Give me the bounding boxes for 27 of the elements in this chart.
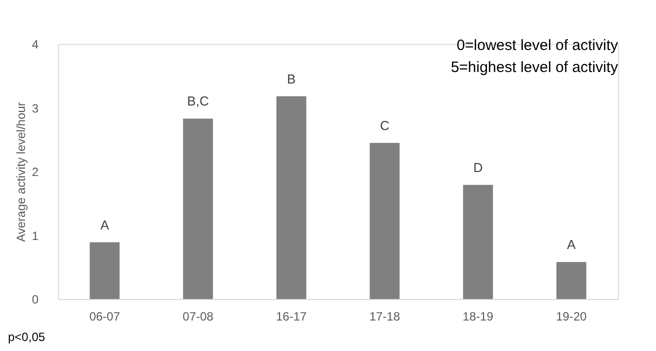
x-tick-label: 07-08 xyxy=(182,310,214,324)
annotation: C xyxy=(380,118,390,133)
y-tick-label: 0 xyxy=(32,292,39,306)
y-axis-title: Average activity level/hour xyxy=(14,102,28,242)
bar xyxy=(370,142,400,299)
x-tick-label: 19-20 xyxy=(556,310,587,324)
annotation: 5=highest level of activity xyxy=(450,59,618,76)
annotation: B,C xyxy=(187,94,209,109)
annotation: A xyxy=(566,237,576,252)
bar xyxy=(463,184,493,299)
x-tick-label: 06-07 xyxy=(89,310,120,324)
y-tick-label: 3 xyxy=(32,101,39,116)
bar xyxy=(183,118,213,299)
annotation: D xyxy=(473,160,483,175)
bar xyxy=(276,96,306,299)
bar xyxy=(556,262,586,299)
x-tick-label: 17-18 xyxy=(369,310,400,324)
y-tick-label: 2 xyxy=(32,165,39,179)
text: p<0,05 xyxy=(8,330,46,344)
annotation: B xyxy=(286,71,296,86)
x-tick-label: 16-17 xyxy=(276,310,307,324)
annotation: 0=lowest level of activity xyxy=(456,37,618,54)
bar xyxy=(90,242,120,299)
annotation: A xyxy=(100,217,110,232)
x-tick-label: 18-19 xyxy=(462,310,494,324)
y-tick-label: 1 xyxy=(32,228,39,243)
y-tick-label: 4 xyxy=(32,38,39,52)
